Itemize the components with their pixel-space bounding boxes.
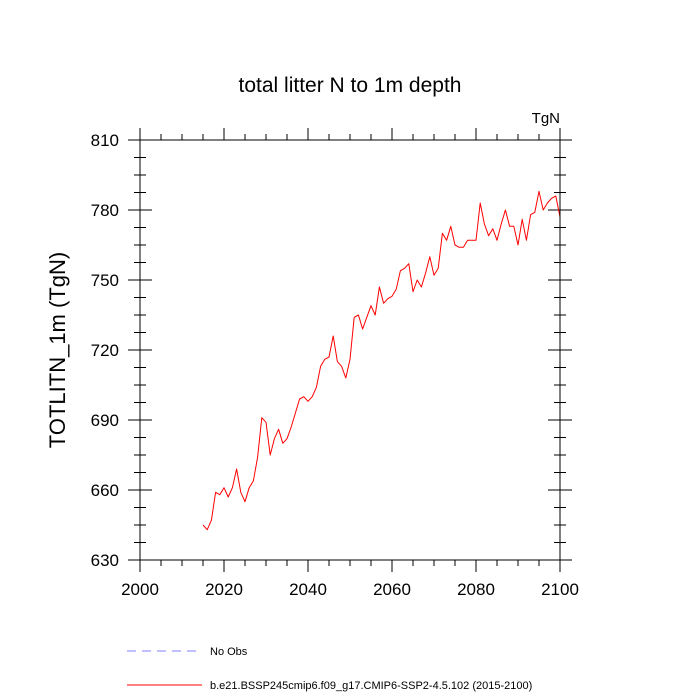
y-axis-label: TOTLITN_1m (TgN) xyxy=(45,252,70,448)
legend-label-no-obs: No Obs xyxy=(210,646,248,658)
x-tick-label-2000: 2000 xyxy=(121,580,159,599)
legend-label-model: b.e21.BSSP245cmip6.f09_g17.CMIP6-SSP2-4.… xyxy=(210,680,532,692)
series-layer xyxy=(202,190,561,531)
y-tick-label-780: 780 xyxy=(91,201,119,220)
x-tick-label-2100: 2100 xyxy=(541,580,579,599)
y-tick-label-810: 810 xyxy=(91,131,119,150)
y-tick-label-660: 660 xyxy=(91,481,119,500)
plot-frame xyxy=(139,139,561,561)
series-line-0 xyxy=(202,190,561,531)
units-label: TgN xyxy=(532,110,560,127)
x-tick-label-2060: 2060 xyxy=(373,580,411,599)
x-tick-label-2020: 2020 xyxy=(205,580,243,599)
y-tick-label-690: 690 xyxy=(91,411,119,430)
legend: No Obs b.e21.BSSP245cmip6.f09_g17.CMIP6-… xyxy=(127,646,532,692)
y-tick-label-720: 720 xyxy=(91,341,119,360)
x-tick-label-2080: 2080 xyxy=(457,580,495,599)
axis-ticks xyxy=(128,128,572,572)
axis-tick-labels: 2000 2020 2040 2060 2080 2100 630 660 690 720 750 7… xyxy=(91,131,579,599)
y-tick-label-630: 630 xyxy=(91,551,119,570)
chart-title: total litter N to 1m depth xyxy=(239,74,462,97)
y-tick-label-750: 750 xyxy=(91,271,119,290)
x-tick-label-2040: 2040 xyxy=(289,580,327,599)
